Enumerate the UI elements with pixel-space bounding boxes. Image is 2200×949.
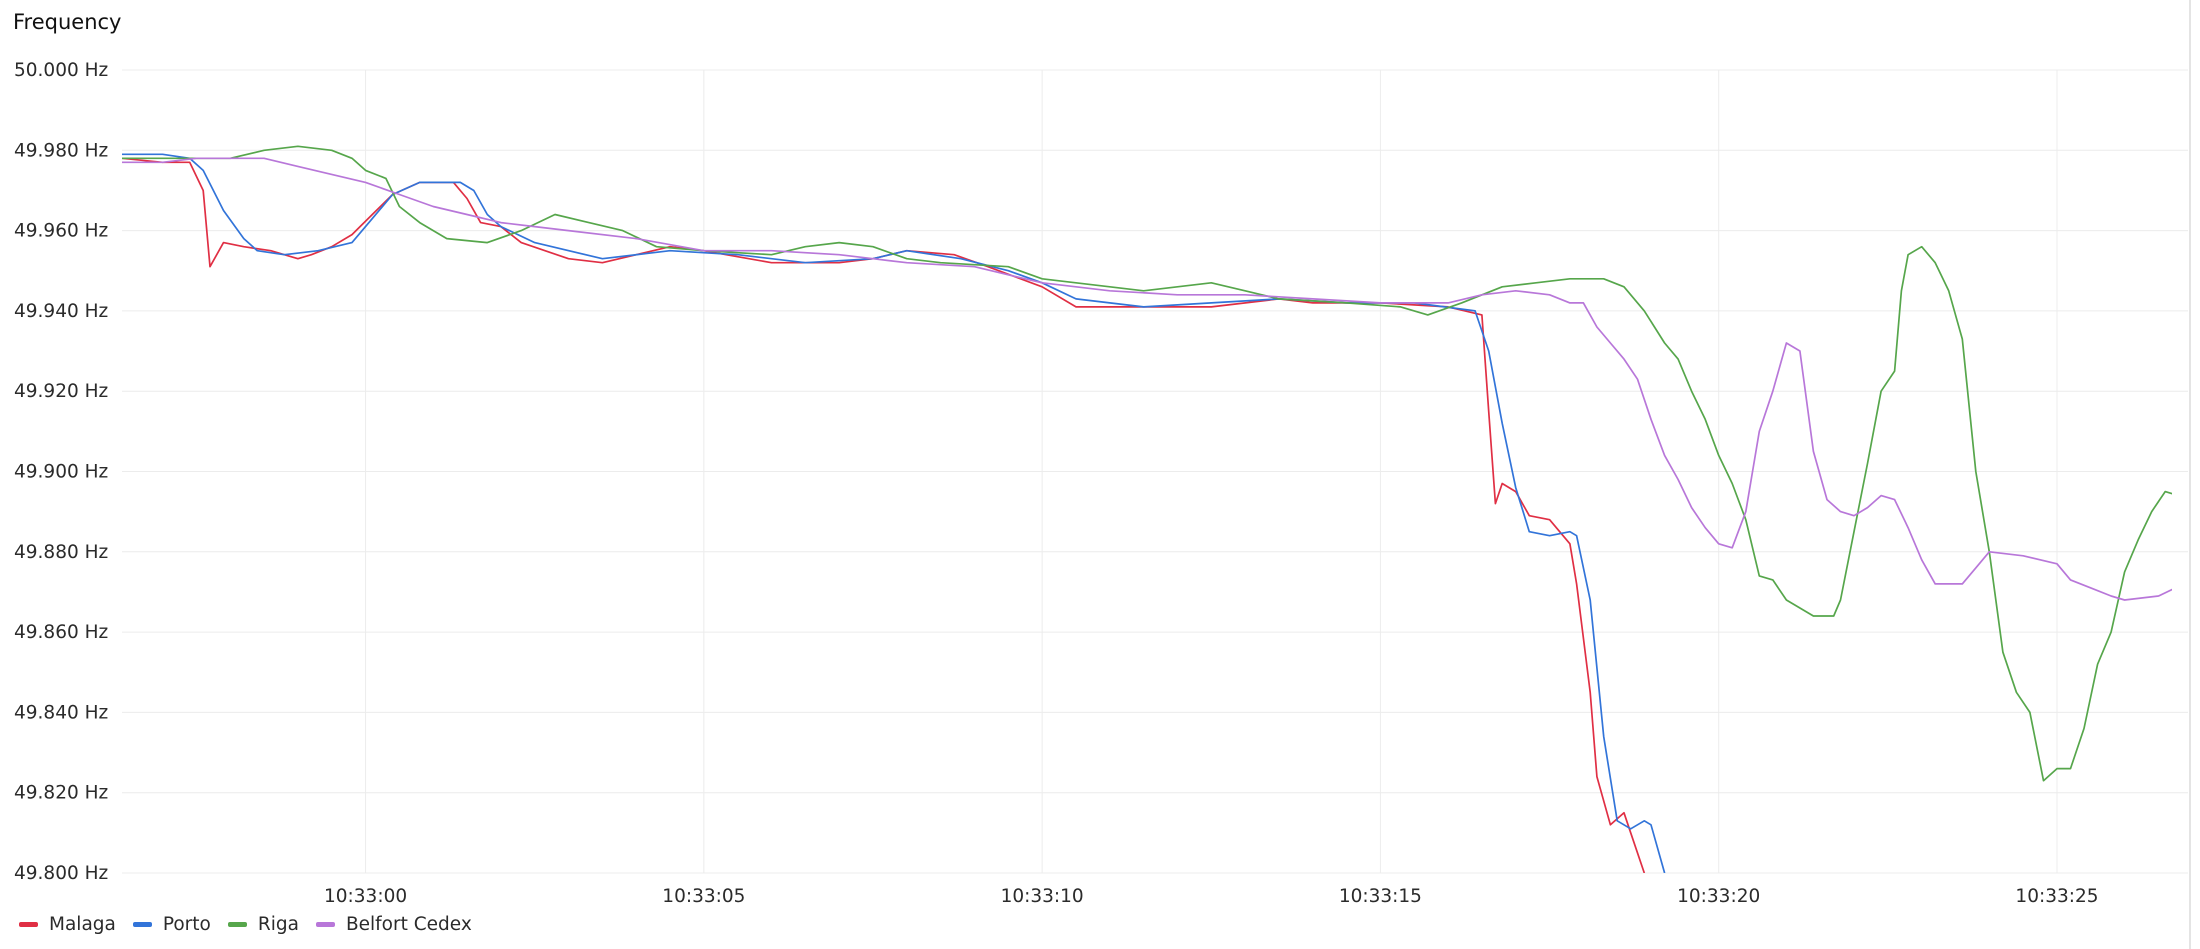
chart-legend: Malaga Porto Riga Belfort Cedex bbox=[19, 914, 489, 935]
y-tick-label: 50.000 Hz bbox=[14, 60, 108, 81]
legend-label: Porto bbox=[162, 914, 211, 935]
series-line-belfort-cedex[interactable] bbox=[122, 157, 2200, 601]
legend-swatch bbox=[132, 922, 152, 927]
y-tick-label: 49.820 Hz bbox=[14, 783, 108, 804]
legend-swatch bbox=[19, 922, 38, 927]
y-tick-label: 49.900 Hz bbox=[14, 462, 108, 483]
y-tick-label: 49.860 Hz bbox=[14, 622, 108, 643]
legend-swatch bbox=[315, 922, 335, 927]
y-tick-label: 49.980 Hz bbox=[14, 140, 108, 161]
panel-edge bbox=[2189, 0, 2191, 949]
x-tick-label: 10:33:05 bbox=[662, 886, 745, 907]
x-tick-label: 10:33:25 bbox=[2015, 886, 2098, 907]
x-tick-label: 10:33:15 bbox=[1339, 886, 1422, 907]
y-tick-label: 49.940 Hz bbox=[14, 301, 108, 322]
legend-item-malaga[interactable]: Malaga bbox=[19, 914, 116, 935]
legend-item-riga[interactable]: Riga bbox=[227, 914, 299, 935]
legend-item-porto[interactable]: Porto bbox=[132, 914, 211, 935]
panel-title[interactable]: Frequency bbox=[13, 10, 122, 34]
grid-lines bbox=[122, 69, 2188, 874]
y-axis-ticks: 49.800 Hz 49.820 Hz 49.840 Hz 49.860 Hz 49.8… bbox=[14, 60, 108, 884]
x-tick-label: 10:33:20 bbox=[1677, 886, 1760, 907]
x-axis-ticks: 10:33:00 10:33:05 10:33:10 10:33:15 10:33:20… bbox=[324, 886, 2099, 907]
legend-label: Belfort Cedex bbox=[345, 914, 472, 935]
x-tick-label: 10:33:00 bbox=[324, 886, 407, 907]
legend-swatch bbox=[227, 922, 247, 927]
series-line-porto[interactable] bbox=[122, 153, 1666, 873]
x-tick-label: 10:33:10 bbox=[1001, 886, 1084, 907]
y-tick-label: 49.840 Hz bbox=[14, 702, 108, 723]
legend-label: Malaga bbox=[49, 914, 116, 935]
series-lines bbox=[122, 145, 2200, 873]
legend-item-belfort-cedex[interactable]: Belfort Cedex bbox=[315, 914, 472, 935]
y-tick-label: 49.880 Hz bbox=[14, 542, 108, 563]
series-line-riga[interactable] bbox=[122, 145, 2200, 782]
y-tick-label: 49.960 Hz bbox=[14, 221, 108, 242]
series-line-malaga[interactable] bbox=[122, 157, 1646, 873]
y-tick-label: 49.920 Hz bbox=[14, 381, 108, 402]
y-tick-label: 49.800 Hz bbox=[14, 863, 108, 884]
legend-label: Riga bbox=[257, 914, 299, 935]
